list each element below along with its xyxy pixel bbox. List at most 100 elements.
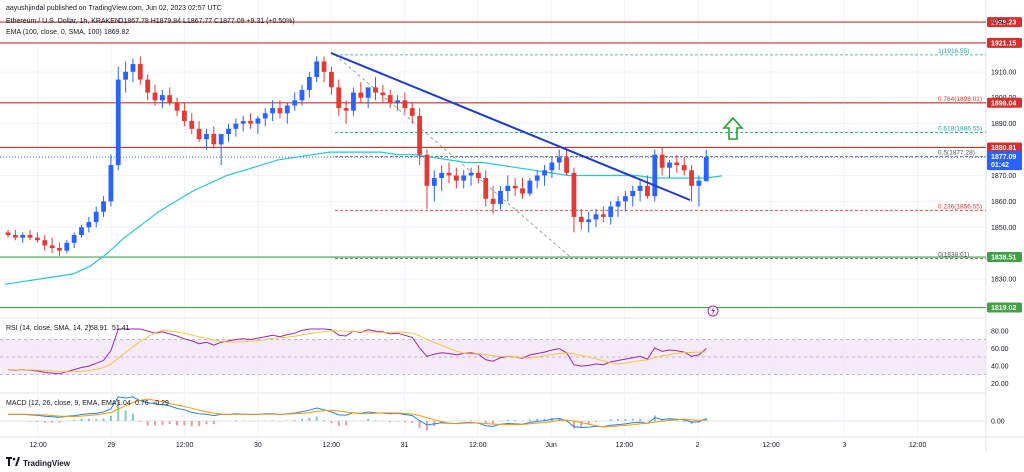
candle-body xyxy=(623,196,628,202)
time-tick-label: 29 xyxy=(107,442,115,449)
candle-body xyxy=(204,134,209,140)
candle-body xyxy=(534,175,540,181)
candle-body xyxy=(306,77,312,90)
candle-body xyxy=(262,113,268,119)
candle-body xyxy=(351,92,356,111)
candle-body xyxy=(35,237,40,241)
rsi-tick-label: 80.00 xyxy=(991,328,1009,335)
macd-value-3: -0.29 xyxy=(153,400,169,407)
candle-body xyxy=(512,185,518,189)
candle-body xyxy=(130,64,136,72)
candle-body xyxy=(159,95,165,101)
macd-value-1: 1.04 xyxy=(117,400,131,407)
candle-body xyxy=(652,154,658,197)
candle-body xyxy=(593,214,599,220)
candle-body xyxy=(108,165,114,202)
time-tick-label: 12:00 xyxy=(909,442,927,449)
publisher-text: aayushjindal published on TradingView.co… xyxy=(6,5,222,12)
candle-body xyxy=(461,175,467,181)
candle-body xyxy=(520,188,525,194)
ema-legend-value: 1869.82 xyxy=(104,29,129,36)
horizontal-levels xyxy=(0,21,986,309)
candle-body xyxy=(395,100,400,103)
candle-body xyxy=(490,198,496,204)
rsi-tick-label: 40.00 xyxy=(991,363,1009,370)
level-price-tag: 1921.15 xyxy=(991,40,1016,47)
macd-tick-label: 0.00 xyxy=(991,419,1005,426)
candle-body xyxy=(578,216,584,223)
candle-body xyxy=(630,191,636,197)
candle-body xyxy=(270,108,275,114)
macd-legend[interactable]: MACD (12, 26, close, 9, EMA, EMA) xyxy=(6,400,119,407)
fib-level-label: 0.236(1856.55) xyxy=(938,203,982,210)
rsi-value-2: 51.41 xyxy=(112,325,130,332)
price-tick-label: 1870.00 xyxy=(991,173,1016,180)
price-tick-label: 1910.00 xyxy=(991,69,1016,76)
candle-body xyxy=(49,245,55,248)
candle-body xyxy=(373,87,378,93)
macd-value-2: 0.76 xyxy=(135,400,149,407)
time-tick-label: 12:00 xyxy=(616,442,634,449)
candle-body xyxy=(71,235,77,243)
candle-body xyxy=(556,157,562,163)
countdown-label: 01:42 xyxy=(991,162,1009,169)
candle-body xyxy=(248,121,253,124)
symbol-title[interactable]: Ethereum / U.S. Dollar, 1h, KRAKEN xyxy=(6,18,120,25)
candle-body xyxy=(453,175,459,181)
candle-body xyxy=(5,232,11,236)
lightning-icon[interactable] xyxy=(707,305,719,317)
candle-body xyxy=(218,134,224,145)
fib-level-label: 0.618(1886.55) xyxy=(938,126,982,133)
candle-body xyxy=(365,87,371,98)
candle-body xyxy=(211,134,217,145)
time-tick-label: 12:00 xyxy=(322,442,340,449)
candle-body xyxy=(476,172,481,179)
candle-body xyxy=(600,214,606,217)
candle-body xyxy=(115,79,121,166)
candle-body xyxy=(12,235,18,238)
price-tag-bg xyxy=(987,302,1022,313)
ohlc-values: O1867.78 H1879.84 L1867.77 C1877.09 +9.3… xyxy=(118,18,295,25)
ema-100-line xyxy=(4,151,723,285)
candle-body xyxy=(240,121,246,124)
brand-text: TradingView xyxy=(23,459,71,468)
level-price-tag: 1880.81 xyxy=(991,145,1016,152)
candle-body xyxy=(681,165,687,171)
ema-legend[interactable]: EMA (100, close, 0, SMA, 100) xyxy=(6,29,102,36)
candle-body xyxy=(20,235,26,238)
candle-body xyxy=(336,87,342,109)
candle-body xyxy=(358,92,364,98)
candle-body xyxy=(152,92,158,101)
candle-body xyxy=(299,89,305,101)
candle-body xyxy=(79,227,84,236)
price-tag-bg xyxy=(987,17,1022,28)
rsi-tick-label: 20.00 xyxy=(991,381,1009,388)
rsi-ma-line xyxy=(7,329,707,373)
price-tick-label: 1850.00 xyxy=(991,225,1016,232)
candle-body xyxy=(189,121,195,129)
candle-body xyxy=(329,71,334,88)
time-tick-label: 12:00 xyxy=(176,442,194,449)
candle-body xyxy=(27,235,33,238)
candle-body xyxy=(586,219,592,223)
candle-body xyxy=(498,191,503,204)
time-tick-label: 12:00 xyxy=(469,442,487,449)
candle-body xyxy=(57,248,62,251)
candle-body xyxy=(439,172,445,179)
price-axis: 1910.001900.001890.001870.001860.001850.… xyxy=(987,17,1022,426)
candle-body xyxy=(182,110,187,122)
candle-body xyxy=(284,105,290,114)
candle-body xyxy=(314,61,320,77)
rsi-legend[interactable]: RSI (14, close, SMA, 14, 2) xyxy=(6,325,91,332)
candle-body xyxy=(42,240,48,246)
tradingview-logo[interactable]: TradingView xyxy=(6,457,71,468)
time-axis: 12:00 29 12:00 30 12:00 31 12:00 Jun 12:00 2 12:00… xyxy=(29,442,926,449)
price-tick-label: 1890.00 xyxy=(991,121,1016,128)
level-price-tag: 1838.51 xyxy=(991,255,1016,262)
time-tick-label: 3 xyxy=(842,442,846,449)
candle-body xyxy=(674,162,680,166)
rsi-pane xyxy=(0,328,986,375)
time-tick-label: 12:00 xyxy=(29,442,47,449)
candle-body xyxy=(615,201,621,207)
